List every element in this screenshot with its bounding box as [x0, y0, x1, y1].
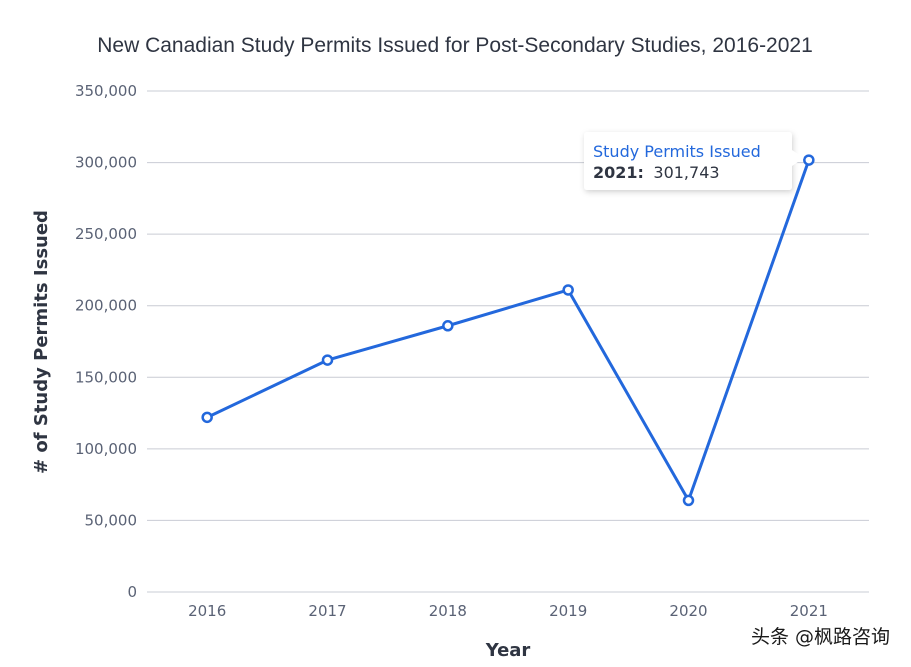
series-line — [206, 159, 811, 502]
x-tick-label: 2018 — [429, 602, 467, 620]
y-tick-label: 150,000 — [75, 368, 137, 386]
y-tick-label: 350,000 — [75, 82, 137, 100]
y-tick-label: 100,000 — [75, 440, 137, 458]
data-point[interactable] — [682, 494, 695, 507]
watermark: 头条 @枫路咨询 — [751, 626, 890, 648]
x-axis-ticks: 2016 2017 2018 2019 2020 2021 — [188, 602, 828, 620]
series-study-permits — [201, 154, 815, 507]
x-tick-label: 2021 — [790, 602, 828, 620]
y-tick-label: 300,000 — [75, 154, 137, 172]
gridlines — [147, 90, 869, 593]
y-axis-title: # of Study Permits Issued — [31, 210, 52, 474]
x-tick-label: 2020 — [669, 602, 707, 620]
tooltip-box — [584, 132, 792, 190]
data-point[interactable] — [201, 411, 213, 424]
y-tick-label: 50,000 — [85, 511, 138, 529]
y-axis-ticks: 0 50,000 100,000 150,000 200,000 250,000 300,0… — [75, 82, 137, 601]
y-tick-label: 250,000 — [75, 225, 137, 243]
y-tick-label: 0 — [127, 583, 137, 601]
x-tick-label: 2016 — [188, 602, 226, 620]
x-tick-label: 2019 — [549, 602, 587, 620]
data-point[interactable] — [803, 154, 815, 166]
tooltip: Study Permits Issued 2021: 301,743 — [584, 132, 804, 190]
x-axis-title: Year — [485, 640, 531, 661]
chart-title: New Canadian Study Permits Issued for Po… — [97, 34, 813, 57]
tooltip-value-line: 2021: 301,743 — [593, 163, 720, 182]
data-point[interactable] — [321, 354, 334, 366]
tooltip-value: 301,743 — [653, 163, 719, 182]
data-point[interactable] — [442, 320, 454, 332]
x-tick-label: 2017 — [308, 602, 346, 620]
tooltip-series-name: Study Permits Issued — [593, 142, 761, 161]
data-point[interactable] — [562, 284, 574, 296]
tooltip-pointer — [792, 150, 804, 166]
y-tick-label: 200,000 — [75, 297, 137, 315]
tooltip-category: 2021: — [593, 163, 644, 182]
